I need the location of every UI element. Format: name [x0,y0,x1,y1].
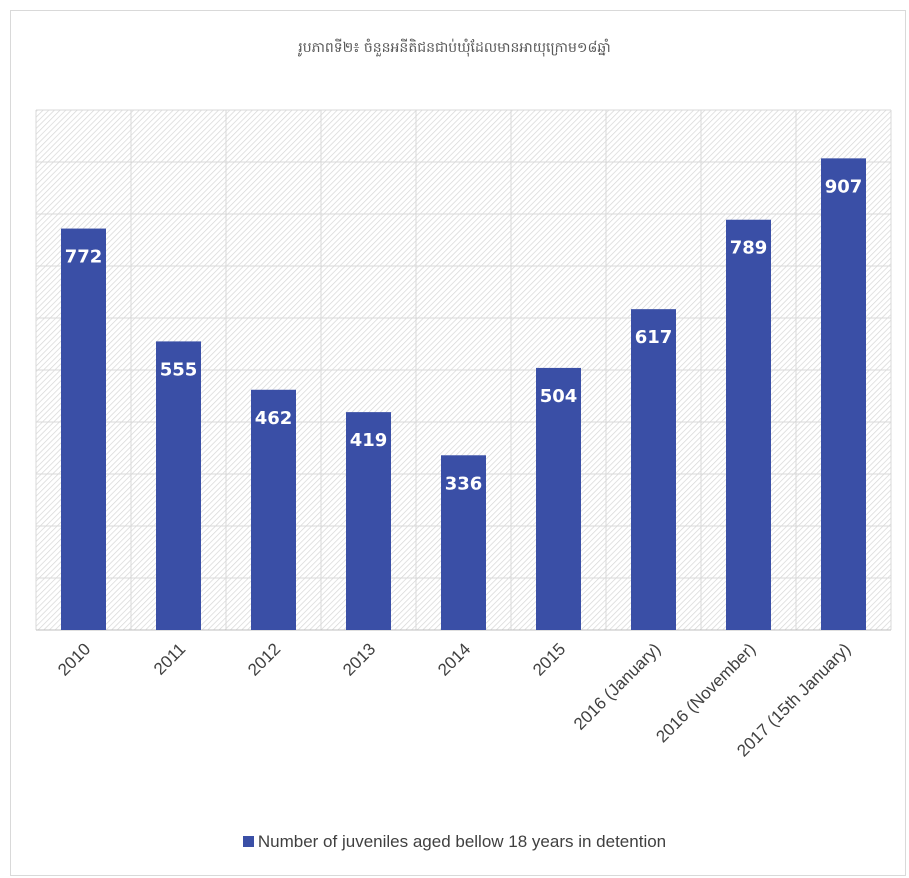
x-tick-label-5: 2014 [434,639,474,679]
data-label-7: 617 [635,327,673,348]
data-label-2: 555 [160,359,198,380]
chart-title: រូបភាពទី២៖ ចំនួនអនីតិជនជាប់ឃុំដែលមានអាយុ… [298,40,611,56]
data-labels: 772 555 462 419 336 504 617 789 907 [65,176,863,494]
bar-3 [251,389,296,630]
x-tick-label-7: 2016 (January) [570,639,664,733]
legend-label: Number of juveniles aged bellow 18 years… [257,832,667,851]
bar-9 [821,158,866,631]
bar-6 [536,367,581,630]
data-label-8: 789 [730,238,768,259]
data-label-3: 462 [255,408,293,429]
x-tick-label-8: 2016 (November) [652,639,759,746]
data-label-5: 336 [445,473,483,494]
x-axis-labels: 2010 2011 2012 2013 2014 2015 2016 (January)20… [54,639,854,760]
x-tick-label-4: 2013 [339,639,379,679]
x-tick-label-1: 2010 [54,639,94,679]
bar-1 [61,228,106,630]
legend-swatch [242,836,254,847]
bar-7 [631,309,676,630]
data-label-6: 504 [540,386,578,407]
bar-8 [726,219,771,630]
bar-4 [346,412,391,630]
bars [61,158,866,631]
data-label-4: 419 [350,430,388,451]
x-tick-label-3: 2012 [244,639,284,679]
legend: Number of juveniles aged bellow 18 years… [0,832,909,852]
x-tick-label-2: 2011 [150,639,189,678]
x-tick-label-6: 2015 [529,639,569,679]
bar-2 [156,341,201,630]
data-label-1: 772 [65,247,103,268]
data-label-9: 907 [825,176,863,197]
bar-5 [441,455,486,630]
